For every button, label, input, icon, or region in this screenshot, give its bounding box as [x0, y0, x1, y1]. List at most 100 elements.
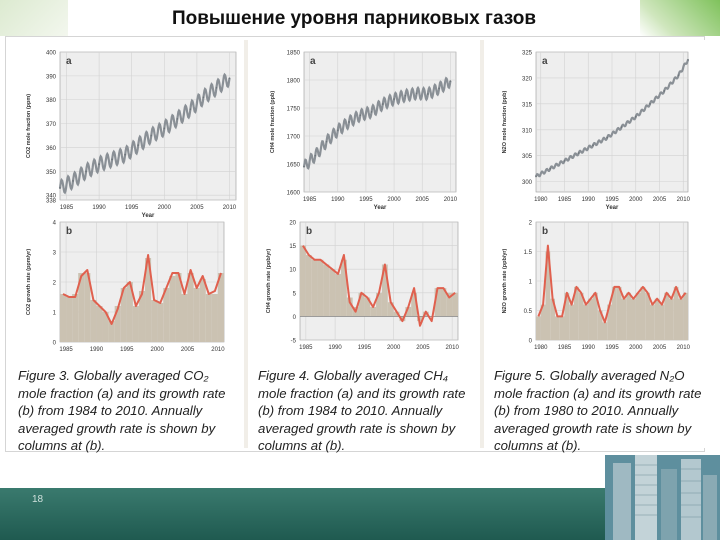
- annual-bar: [72, 294, 79, 342]
- data-point: [592, 144, 594, 147]
- data-point: [549, 167, 552, 170]
- y-tick-label: 320: [522, 76, 533, 82]
- annual-bar: [84, 273, 91, 342]
- y-axis-label: N2O mole fraction (ppb): [502, 91, 508, 154]
- annual-bar: [175, 273, 182, 342]
- data-point: [189, 108, 192, 111]
- y-tick-label: 338: [46, 199, 57, 205]
- y-tick-label: 1650: [287, 163, 301, 169]
- annual-bar: [376, 292, 382, 317]
- n2o-a-chart: 300 305 310 315 320 325 1980 1985 1990 1995 2000 20…: [502, 51, 691, 212]
- annual-bar: [631, 298, 636, 340]
- n2o-b-chart: 0 0.5 1 1.5 2 1980 1985 1990 1995 2000 2005 2010 N2O…: [502, 221, 691, 352]
- annual-bar: [96, 306, 103, 342]
- data-point: [393, 98, 395, 100]
- annual-bar: [583, 304, 589, 340]
- data-point: [426, 93, 429, 95]
- data-point: [137, 144, 140, 146]
- data-point: [359, 114, 362, 117]
- x-tick-label: 1990: [92, 205, 106, 211]
- annual-bar: [555, 316, 560, 340]
- y-tick-label: 300: [522, 180, 533, 186]
- y-tick-label: 5: [293, 291, 297, 297]
- y-tick-label: 1750: [287, 107, 301, 113]
- data-point: [535, 175, 537, 178]
- annual-bar: [211, 294, 218, 342]
- annual-bar: [126, 282, 133, 342]
- x-axis-label: Year: [374, 205, 387, 211]
- x-tick-label: 2000: [151, 347, 165, 353]
- annual-bar: [145, 258, 152, 342]
- annual-bar: [358, 292, 365, 317]
- annual-bar: [323, 264, 330, 317]
- x-tick-label: 1980: [534, 345, 548, 351]
- annual-bar: [102, 312, 109, 342]
- annual-bar: [635, 292, 641, 340]
- data-point: [85, 170, 87, 173]
- annual-bar: [300, 245, 306, 317]
- data-point: [150, 134, 153, 137]
- y-tick-label: 2: [53, 281, 57, 287]
- annual-bar: [364, 297, 371, 317]
- footer-bar: [0, 488, 720, 540]
- annual-bar: [60, 294, 67, 342]
- y-tick-label: 15: [289, 244, 296, 250]
- y-tick-label: 1850: [287, 51, 301, 57]
- annual-bar: [199, 279, 206, 342]
- data-point: [348, 121, 350, 123]
- y-tick-label: 0.5: [524, 309, 533, 315]
- data-point: [72, 180, 74, 182]
- x-tick-label: 1995: [358, 345, 372, 351]
- annual-bar: [616, 286, 622, 340]
- x-tick-label: 2010: [445, 345, 459, 351]
- growth-rate-series: [62, 254, 222, 325]
- data-point: [577, 152, 580, 155]
- annual-bar: [578, 292, 584, 340]
- x-tick-label: 1990: [582, 197, 596, 203]
- y-tick-label: 4: [53, 221, 57, 227]
- data-point: [59, 187, 61, 189]
- annual-bar: [607, 304, 612, 340]
- data-point: [124, 153, 127, 156]
- leaf-decoration-left: [0, 0, 68, 36]
- annual-bar: [181, 294, 188, 342]
- data-point: [606, 136, 609, 139]
- skyscrapers-image: [605, 455, 720, 540]
- annual-bar: [417, 316, 423, 322]
- annual-bar: [536, 316, 541, 340]
- plot-area: [303, 51, 457, 193]
- x-tick-label: 1980: [534, 197, 548, 203]
- annual-bar: [683, 292, 688, 340]
- ch4-charts: 1600 1650 1700 1750 1800 1850 1985 1990 1995 2000…: [266, 51, 459, 352]
- x-tick-label: 1995: [605, 345, 619, 351]
- data-point: [438, 87, 441, 90]
- annual-bar: [329, 269, 336, 317]
- data-point: [687, 58, 689, 61]
- x-axis-label: Year: [606, 205, 619, 211]
- panel-divider: [480, 40, 484, 448]
- x-tick-label: 1990: [582, 345, 596, 351]
- panel-divider: [244, 40, 248, 448]
- y-tick-label: 350: [46, 170, 57, 176]
- y-tick-label: 310: [522, 128, 533, 134]
- panel-letter: a: [310, 56, 316, 67]
- annual-bar: [452, 292, 458, 317]
- data-point: [449, 80, 452, 83]
- data-point: [325, 140, 328, 143]
- y-tick-label: 1800: [287, 79, 301, 85]
- data-point: [381, 103, 384, 105]
- figure-panel-co2: 338 340 350 360 370 380 390 400 1985 1990 1995 2000…: [8, 40, 244, 453]
- annual-bar: [132, 306, 139, 342]
- annual-bar: [405, 306, 412, 317]
- x-tick-label: 2010: [677, 345, 691, 351]
- figure-caption-n2o: Figure 5. Globally averaged N₂O mole fra…: [494, 368, 702, 453]
- co2-b-chart: 0 1 2 3 4 1985 1990 1995 2000 2005 2010 CO2 growth …: [26, 221, 225, 354]
- annual-bar: [569, 304, 574, 340]
- y-tick-label: 1600: [287, 191, 301, 197]
- data-point: [111, 158, 114, 161]
- annual-bar: [588, 298, 593, 340]
- y-tick-label: 0: [293, 315, 297, 321]
- y-tick-label: 325: [522, 51, 533, 57]
